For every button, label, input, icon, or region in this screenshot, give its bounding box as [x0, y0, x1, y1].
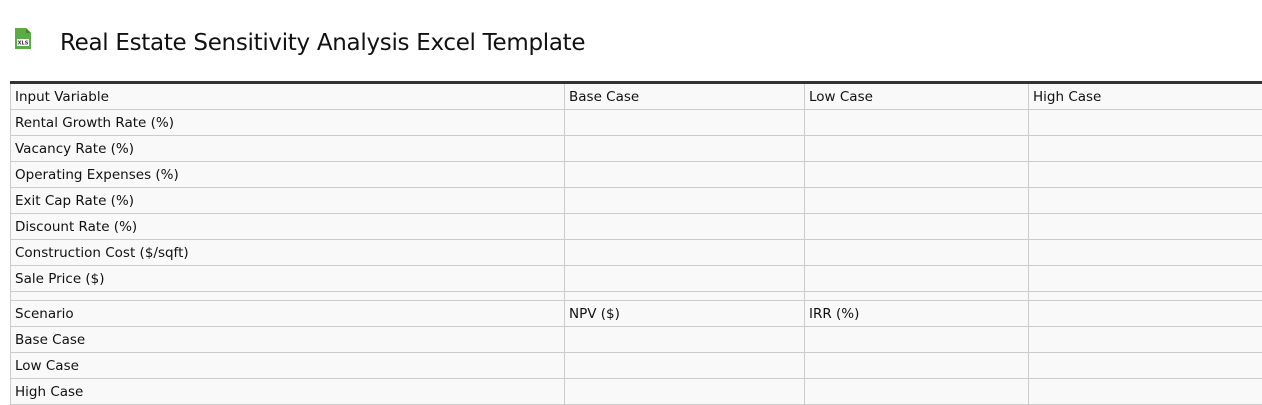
value-cell[interactable]	[804, 378, 1029, 405]
value-cell[interactable]	[564, 352, 805, 379]
table-row: Rental Growth Rate (%)	[10, 109, 1262, 136]
table-row: Low Case	[10, 352, 1262, 379]
column-header: Base Case	[564, 82, 805, 110]
value-cell[interactable]	[804, 326, 1029, 353]
value-cell[interactable]	[564, 326, 805, 353]
column-header: IRR (%)	[804, 300, 1029, 327]
row-label: High Case	[10, 378, 565, 405]
value-cell[interactable]	[804, 265, 1029, 292]
table-row: Base Case	[10, 326, 1262, 353]
empty-cell	[804, 291, 1029, 301]
value-cell[interactable]	[804, 161, 1029, 188]
value-cell[interactable]	[1028, 352, 1262, 379]
empty-cell	[10, 291, 565, 301]
inputs-header-row: Input Variable Base Case Low Case High Case	[10, 82, 1262, 110]
value-cell[interactable]	[804, 213, 1029, 240]
value-cell[interactable]	[804, 109, 1029, 136]
value-cell[interactable]	[564, 109, 805, 136]
row-label: Base Case	[10, 326, 565, 353]
row-label: Construction Cost ($/sqft)	[10, 239, 565, 266]
empty-cell	[564, 291, 805, 301]
sensitivity-table: Input Variable Base Case Low Case High Case…	[10, 81, 1262, 405]
row-label: Vacancy Rate (%)	[10, 135, 565, 162]
value-cell[interactable]	[1028, 135, 1262, 162]
value-cell[interactable]	[564, 239, 805, 266]
row-label: Rental Growth Rate (%)	[10, 109, 565, 136]
value-cell[interactable]	[1028, 161, 1262, 188]
xls-file-icon: XLS	[15, 28, 31, 49]
value-cell[interactable]	[804, 352, 1029, 379]
value-cell[interactable]	[564, 187, 805, 214]
column-header: Input Variable	[10, 82, 565, 110]
value-cell[interactable]	[1028, 265, 1262, 292]
table-row: Exit Cap Rate (%)	[10, 187, 1262, 214]
row-label: Exit Cap Rate (%)	[10, 187, 565, 214]
value-cell[interactable]	[1028, 213, 1262, 240]
value-cell[interactable]	[1028, 326, 1262, 353]
column-header: NPV ($)	[564, 300, 805, 327]
value-cell[interactable]	[804, 135, 1029, 162]
table-row: Discount Rate (%)	[10, 213, 1262, 240]
row-label: Discount Rate (%)	[10, 213, 565, 240]
spacer-row	[10, 291, 1262, 301]
value-cell[interactable]	[564, 135, 805, 162]
column-header	[1028, 300, 1262, 327]
column-header: High Case	[1028, 82, 1262, 110]
row-label: Operating Expenses (%)	[10, 161, 565, 188]
row-label: Sale Price ($)	[10, 265, 565, 292]
page-title: Real Estate Sensitivity Analysis Excel T…	[60, 30, 586, 56]
row-label: Low Case	[10, 352, 565, 379]
value-cell[interactable]	[804, 187, 1029, 214]
value-cell[interactable]	[564, 161, 805, 188]
value-cell[interactable]	[1028, 109, 1262, 136]
value-cell[interactable]	[564, 213, 805, 240]
table-row: Operating Expenses (%)	[10, 161, 1262, 188]
table-row: Construction Cost ($/sqft)	[10, 239, 1262, 266]
table-row: High Case	[10, 378, 1262, 405]
value-cell[interactable]	[1028, 239, 1262, 266]
page-header: XLS Real Estate Sensitivity Analysis Exc…	[14, 28, 586, 56]
value-cell[interactable]	[1028, 378, 1262, 405]
svg-text:XLS: XLS	[18, 41, 29, 47]
column-header: Low Case	[804, 82, 1029, 110]
table-row: Sale Price ($)	[10, 265, 1262, 292]
value-cell[interactable]	[804, 239, 1029, 266]
value-cell[interactable]	[564, 265, 805, 292]
value-cell[interactable]	[1028, 187, 1262, 214]
value-cell[interactable]	[564, 378, 805, 405]
empty-cell	[1028, 291, 1262, 301]
column-header: Scenario	[10, 300, 565, 327]
scenarios-header-row: Scenario NPV ($) IRR (%)	[10, 300, 1262, 327]
table-row: Vacancy Rate (%)	[10, 135, 1262, 162]
